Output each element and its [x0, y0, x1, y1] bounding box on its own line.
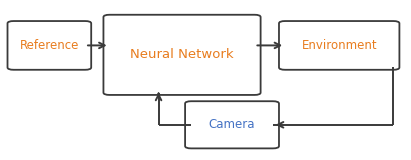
Text: Reference: Reference — [20, 39, 79, 52]
Text: Environment: Environment — [301, 39, 377, 52]
Text: Neural Network: Neural Network — [130, 48, 234, 61]
FancyBboxPatch shape — [7, 21, 91, 70]
FancyBboxPatch shape — [185, 101, 279, 148]
FancyBboxPatch shape — [279, 21, 399, 70]
FancyBboxPatch shape — [104, 15, 261, 95]
Text: Camera: Camera — [209, 118, 255, 131]
